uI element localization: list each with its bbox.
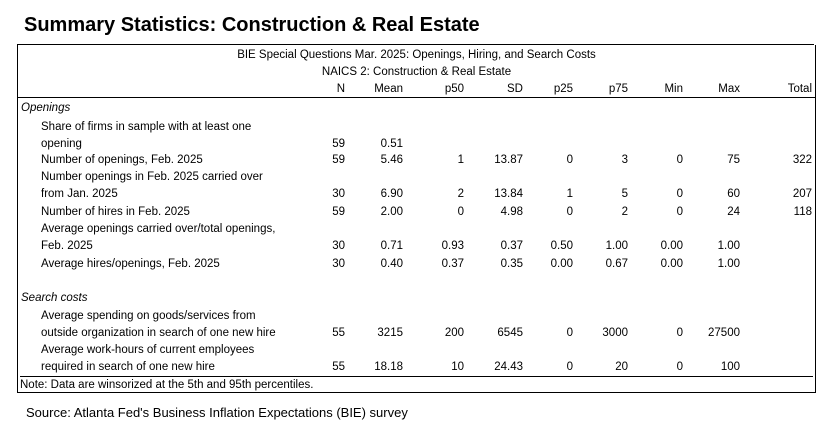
table-cell: 1.00 [605, 240, 628, 252]
table-cell: 30 [332, 240, 345, 252]
table-cell: 59 [332, 154, 345, 166]
table-cell: 0 [566, 361, 573, 373]
table-cell: 55 [332, 361, 345, 373]
table-cell: 0.40 [380, 258, 403, 270]
table-cell: 55 [332, 327, 345, 339]
table-cell: 0.35 [500, 258, 523, 270]
row-label: Average work-hours of current employees [41, 344, 255, 356]
table-cell: 1 [457, 154, 464, 166]
table-cell: 10 [451, 361, 464, 373]
table-cell: 0.71 [380, 240, 403, 252]
table-cell: 0 [676, 154, 683, 166]
table-cell: 0.00 [550, 258, 573, 270]
table-cell: 100 [720, 361, 740, 373]
table-cell: 2 [457, 188, 464, 200]
row-label: Average openings carried over/total open… [41, 223, 276, 235]
table-cell: 27500 [708, 327, 740, 339]
column-header: p50 [444, 83, 464, 95]
table-cell: 3 [621, 154, 628, 166]
column-header: N [336, 83, 345, 95]
row-label: outside organization in search of one ne… [41, 327, 276, 339]
table-cell: 6.90 [380, 188, 403, 200]
table-cell: 0 [566, 206, 573, 218]
table-cell: 0.37 [441, 258, 464, 270]
table-cell: 2.00 [380, 206, 403, 218]
table-cell: 322 [792, 154, 812, 166]
table-cell: 5.46 [380, 154, 403, 166]
section-openings: Openings [21, 102, 71, 114]
row-label: Number of hires in Feb. 2025 [41, 206, 190, 218]
table-cell: 1 [566, 188, 573, 200]
column-header: Min [664, 83, 683, 95]
table-cell: 75 [727, 154, 740, 166]
table-cell: 0.50 [550, 240, 573, 252]
row-label: Average spending on goods/services from [41, 310, 256, 322]
table-cell: 0.67 [605, 258, 628, 270]
row-label: from Jan. 2025 [41, 188, 118, 200]
row-label: required in search of one new hire [41, 361, 215, 373]
table-cell: 0.37 [500, 240, 523, 252]
column-header: Max [718, 83, 740, 95]
header-rule [18, 97, 815, 98]
section-search-costs: Search costs [21, 292, 88, 304]
column-header: p25 [553, 83, 573, 95]
table-cell: 13.84 [494, 188, 523, 200]
row-label: Number openings in Feb. 2025 carried ove… [41, 171, 263, 183]
table-cell: 0 [566, 154, 573, 166]
source-line: Source: Atlanta Fed's Business Inflation… [26, 405, 408, 420]
row-label: Number of openings, Feb. 2025 [41, 154, 203, 166]
table-cell: 0 [457, 206, 464, 218]
column-header: SD [507, 83, 523, 95]
row-label: opening [41, 138, 82, 150]
table-cell: 0 [676, 206, 683, 218]
table-title: Summary Statistics: Construction & Real … [24, 14, 480, 36]
table-caption: BIE Special Questions Mar. 2025: Opening… [237, 49, 596, 61]
table-cell: 6545 [497, 327, 523, 339]
table-cell: 2 [621, 206, 628, 218]
table-cell: 0 [566, 327, 573, 339]
title-rule [17, 44, 814, 45]
table-cell: 200 [444, 327, 464, 339]
table-cell: 30 [332, 258, 345, 270]
table-cell: 5 [621, 188, 628, 200]
table-cell: 3215 [377, 327, 403, 339]
table-cell: 1.00 [717, 258, 740, 270]
table-cell: 118 [793, 206, 812, 218]
table-cell: 3000 [602, 327, 628, 339]
table-cell: 20 [615, 361, 628, 373]
summary-table: BIE Special Questions Mar. 2025: Opening… [17, 45, 816, 393]
table-cell: 4.98 [500, 206, 523, 218]
table-cell: 13.87 [494, 154, 523, 166]
column-header: Mean [374, 83, 403, 95]
table-cell: 0 [676, 361, 683, 373]
table-note: Note: Data are winsorized at the 5th and… [20, 376, 813, 393]
table-cell: 0 [676, 188, 683, 200]
table-subcaption: NAICS 2: Construction & Real Estate [321, 66, 512, 78]
table-cell: 60 [727, 188, 740, 200]
row-label: Average hires/openings, Feb. 2025 [41, 258, 220, 270]
table-cell: 0.00 [660, 258, 683, 270]
table-cell: 0.00 [660, 240, 683, 252]
column-header: Total [787, 83, 812, 95]
table-cell: 18.18 [374, 361, 403, 373]
table-cell: 24 [727, 206, 740, 218]
table-cell: 30 [332, 188, 345, 200]
row-label: Share of firms in sample with at least o… [41, 121, 252, 133]
table-cell: 59 [332, 138, 345, 150]
table-cell: 0.51 [380, 138, 403, 150]
column-header: p75 [608, 83, 628, 95]
table-cell: 0 [676, 327, 683, 339]
table-cell: 0.93 [441, 240, 464, 252]
table-cell: 24.43 [494, 361, 523, 373]
table-cell: 207 [792, 188, 812, 200]
table-cell: 1.00 [717, 240, 740, 252]
row-label: Feb. 2025 [41, 240, 93, 252]
table-cell: 59 [332, 206, 345, 218]
